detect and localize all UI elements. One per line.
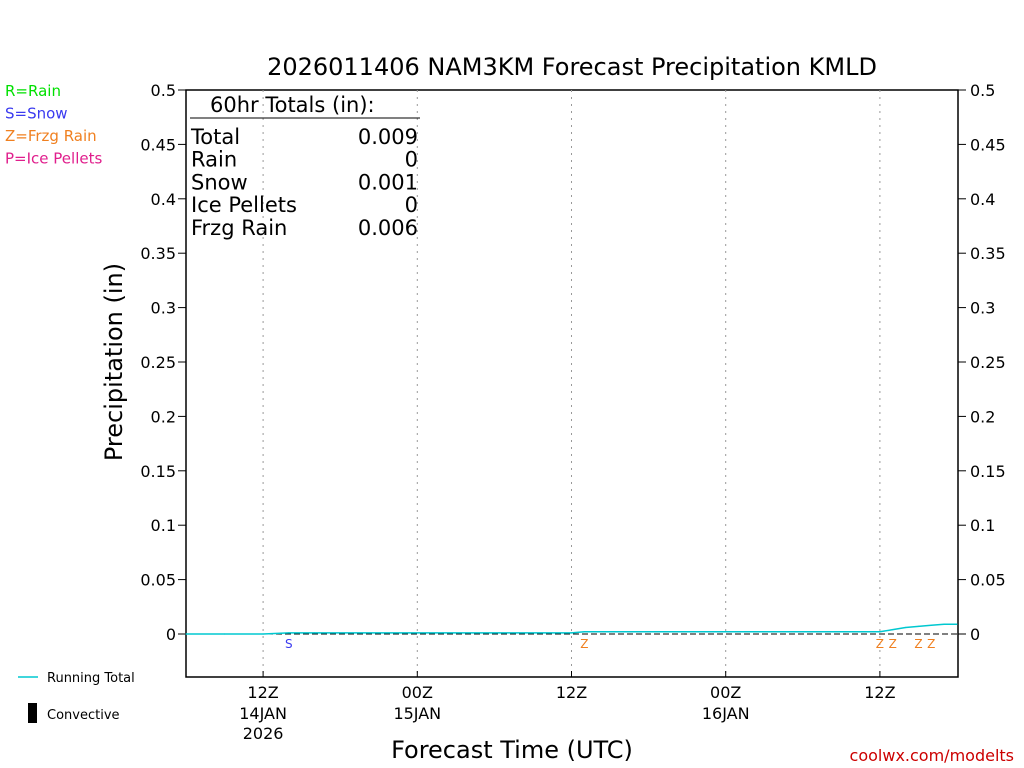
series-point <box>699 631 701 633</box>
ptype-marker: Z <box>889 637 897 651</box>
ptype-legend-item: S=Snow <box>5 105 68 123</box>
y-tick-label: 0.35 <box>140 244 176 263</box>
series-point <box>956 623 958 625</box>
series-point <box>827 631 830 633</box>
totals-label: Snow <box>191 170 248 194</box>
x-tick-label: 00Z <box>710 683 741 702</box>
series-point <box>570 632 573 634</box>
y-tick-label: 0.45 <box>970 135 1006 154</box>
y-tick-label: 0.5 <box>970 81 995 100</box>
y-tick-label: 0.05 <box>970 571 1006 590</box>
grid-lines <box>262 90 881 677</box>
y-tick-label: 0.2 <box>970 407 995 426</box>
y-tick-label: 0.4 <box>151 190 176 209</box>
ptype-legend-item: R=Rain <box>5 82 61 100</box>
y-tick-label: 0.05 <box>140 571 176 590</box>
y-tick-label: 0.25 <box>140 353 176 372</box>
totals-label: Ice Pellets <box>191 193 297 217</box>
y-tick-label: 0 <box>970 625 980 644</box>
series-point <box>905 626 907 629</box>
y-axis-right: 0.5 0.45 0.4 0.35 0.3 0.25 0.2 0.15 0.1 0.05 0 <box>958 81 1006 644</box>
series-point <box>223 633 226 635</box>
y-tick-label: 0.15 <box>140 462 176 481</box>
y-tick-label: 0.5 <box>151 81 176 100</box>
series-point <box>917 625 920 627</box>
totals-header: 60hr Totals (in): <box>210 93 375 117</box>
ptype-marker: Z <box>876 637 884 651</box>
y-tick-label: 0.3 <box>970 299 995 318</box>
y-tick-label: 0.25 <box>970 353 1006 372</box>
ptype-legend-item: P=Ice Pellets <box>5 150 102 168</box>
series-layer <box>185 623 958 635</box>
totals-value: 0.006 <box>358 216 418 240</box>
chart-title: 2026011406 NAM3KM Forecast Precipitation… <box>267 53 877 81</box>
y-tick-label: 0.15 <box>970 462 1006 481</box>
x-tick-label: 12Z <box>247 683 278 702</box>
convective-legend-label: Convective <box>47 708 120 723</box>
totals-value: 0.001 <box>358 170 418 194</box>
totals-box: 60hr Totals (in): Total 0.009 Rain 0 Snow 0.0… <box>190 93 420 240</box>
y-tick-label: 0.3 <box>151 299 176 318</box>
totals-value: 0 <box>405 193 418 217</box>
credit-text: coolwx.com/modelts <box>850 746 1014 765</box>
y-tick-label: 0.45 <box>140 135 176 154</box>
ptype-legend-item: Z=Frzg Rain <box>5 127 97 145</box>
series-point <box>313 632 316 634</box>
running-total-legend: Running Total <box>18 671 135 686</box>
totals-value: 0 <box>405 148 418 172</box>
ptype-marker: Z <box>927 637 935 651</box>
y-tick-label: 0.1 <box>970 516 995 535</box>
x-tick-year: 2026 <box>243 724 284 743</box>
y-tick-label: 0.35 <box>970 244 1006 263</box>
totals-value: 0.009 <box>358 125 418 149</box>
series-point <box>442 632 444 634</box>
y-axis-label: Precipitation (in) <box>100 263 128 461</box>
totals-label: Rain <box>191 148 237 172</box>
y-tick-label: 0.1 <box>151 516 176 535</box>
y-tick-label: 0.2 <box>151 407 176 426</box>
y-tick-label: 0 <box>166 625 176 644</box>
series-point <box>288 632 290 634</box>
series-point <box>583 631 585 633</box>
y-axis-left: 0.5 0.45 0.4 0.35 0.3 0.25 0.2 0.15 0.1 0.05 0 <box>140 81 186 644</box>
series-point <box>262 633 264 635</box>
precip-type-legend: R=Rain S=Snow Z=Frzg Rain P=Ice Pellets <box>5 82 102 168</box>
series-point <box>879 631 881 633</box>
series-point <box>930 624 932 626</box>
x-tick-label: 00Z <box>402 683 433 702</box>
ptype-marker: Z <box>580 637 588 651</box>
series-point <box>185 633 187 635</box>
ptype-marker: S <box>285 637 293 651</box>
x-tick-date: 14JAN <box>239 704 287 723</box>
x-axis-label: Forecast Time (UTC) <box>391 736 633 764</box>
series-point <box>943 623 945 625</box>
totals-label: Frzg Rain <box>191 216 287 240</box>
ptype-marker: Z <box>914 637 922 651</box>
totals-label: Total <box>190 125 240 149</box>
running-total-legend-label: Running Total <box>47 671 135 686</box>
x-tick-date: 16JAN <box>702 704 750 723</box>
x-tick-label: 12Z <box>556 683 587 702</box>
x-tick-date: 15JAN <box>393 704 441 723</box>
series-point <box>892 629 894 631</box>
convective-legend: Convective <box>28 703 120 723</box>
convective-legend-swatch <box>28 703 37 723</box>
x-tick-label: 12Z <box>864 683 895 702</box>
y-tick-label: 0.4 <box>970 190 995 209</box>
